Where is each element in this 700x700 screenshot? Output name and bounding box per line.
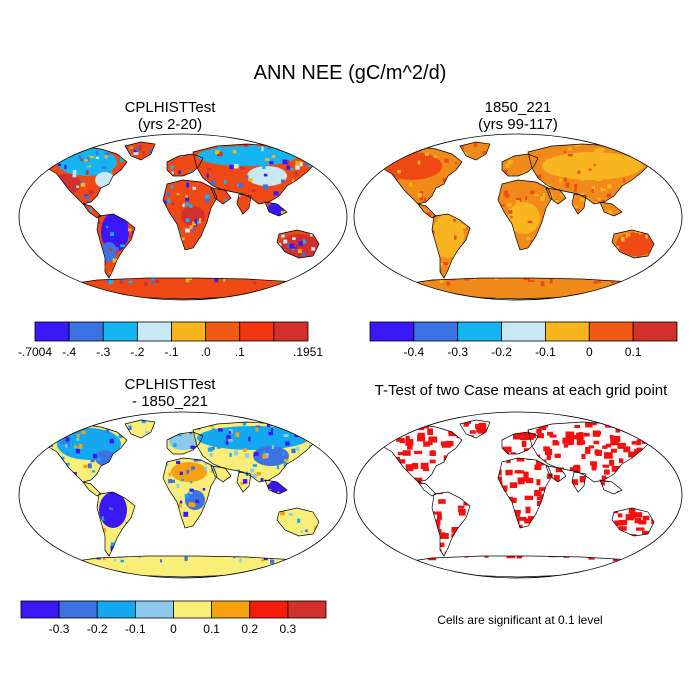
colorbar-box xyxy=(34,321,70,342)
colorbar-tick-label: 0 xyxy=(586,345,593,359)
colorbar-box xyxy=(96,600,136,619)
colorbar-box xyxy=(211,600,251,619)
map-panel-1 xyxy=(18,133,348,301)
colorbar-box xyxy=(273,321,309,342)
colorbar-tick-label: .0 xyxy=(201,345,211,359)
colorbar-tick-label: -0.2 xyxy=(491,345,512,359)
panel-title-4: T-Test of two Case means at each grid po… xyxy=(356,382,686,399)
panel-1-title-line1: CPLHISTTest xyxy=(124,99,216,116)
panel-3-title-line2: - 1850_221 xyxy=(132,393,208,410)
colorbar-tick-label: .1951 xyxy=(293,345,323,359)
colorbar-tick-label: -.7004 xyxy=(18,345,52,359)
colorbar-box xyxy=(632,321,678,342)
colorbar-tick-label: 0.2 xyxy=(241,622,258,636)
colorbar-tick-label: 0.1 xyxy=(203,622,220,636)
colorbar-tick-label: -.2 xyxy=(130,345,144,359)
map-panel-2 xyxy=(353,133,683,301)
panel-2-title-line2: (yrs 99-117) xyxy=(478,116,558,133)
colorbar-box xyxy=(205,321,241,342)
colorbar-box xyxy=(545,321,590,342)
panel-3-title-line1: CPLHISTTest xyxy=(124,376,216,393)
colorbar-box xyxy=(369,321,415,342)
colorbar-box xyxy=(58,600,98,619)
colorbar-tick-label: 0 xyxy=(170,622,177,636)
colorbar-tick-label: -.1 xyxy=(164,345,178,359)
colorbar-1: -.7004 -.4 -.3 -.2 -.1 .0 .1 .1951 xyxy=(18,321,323,359)
colorbar-box xyxy=(501,321,546,342)
colorbar-box xyxy=(68,321,104,342)
colorbar-box xyxy=(588,321,634,342)
significance-note: Cells are significant at 0.1 level xyxy=(437,613,603,627)
colorbar-box xyxy=(102,321,138,342)
colorbar-tick-label: 0.1 xyxy=(625,345,642,359)
colorbar-box xyxy=(136,321,172,342)
colorbar-tick-label: -0.3 xyxy=(49,622,70,636)
colorbar-box xyxy=(287,600,327,619)
colorbar-tick-label: -0.4 xyxy=(404,345,425,359)
colorbar-tick-label: -0.3 xyxy=(447,345,468,359)
colorbar-box xyxy=(171,321,207,342)
colorbar-box xyxy=(134,600,174,619)
colorbar-tick-label: -0.1 xyxy=(535,345,556,359)
map-panel-4 xyxy=(353,411,683,579)
panel-title-1: CPLHISTTest (yrs 2-20) xyxy=(40,99,300,133)
panel-1-title-line2: (yrs 2-20) xyxy=(137,116,203,133)
colorbar-box xyxy=(20,600,60,619)
colorbar-box xyxy=(239,321,275,342)
map-panel-3 xyxy=(18,411,348,579)
panel-4-title-line1: T-Test of two Case means at each grid po… xyxy=(374,382,668,399)
colorbar-tick-label: -.3 xyxy=(96,345,110,359)
colorbar-box xyxy=(457,321,502,342)
colorbar-box xyxy=(173,600,213,619)
figure-title: ANN NEE (gC/m^2/d) xyxy=(253,62,447,84)
panel-title-2: 1850_221 (yrs 99-117) xyxy=(388,99,648,133)
colorbar-tick-label: 0.3 xyxy=(280,622,297,636)
panel-title-3: CPLHISTTest - 1850_221 xyxy=(40,376,300,410)
colorbar-tick-label: -0.2 xyxy=(87,622,108,636)
colorbar-3: -0.3 -0.2 -0.1 0 0.1 0.2 0.3 xyxy=(20,600,327,636)
colorbar-tick-label: -.4 xyxy=(62,345,76,359)
colorbar-tick-label: .1 xyxy=(235,345,245,359)
colorbar-box xyxy=(249,600,289,619)
colorbar-box xyxy=(413,321,459,342)
panel-2-title-line1: 1850_221 xyxy=(484,99,552,116)
colorbar-2: -0.4 -0.3 -0.2 -0.1 0 0.1 xyxy=(369,321,678,359)
colorbar-tick-label: -0.1 xyxy=(125,622,146,636)
